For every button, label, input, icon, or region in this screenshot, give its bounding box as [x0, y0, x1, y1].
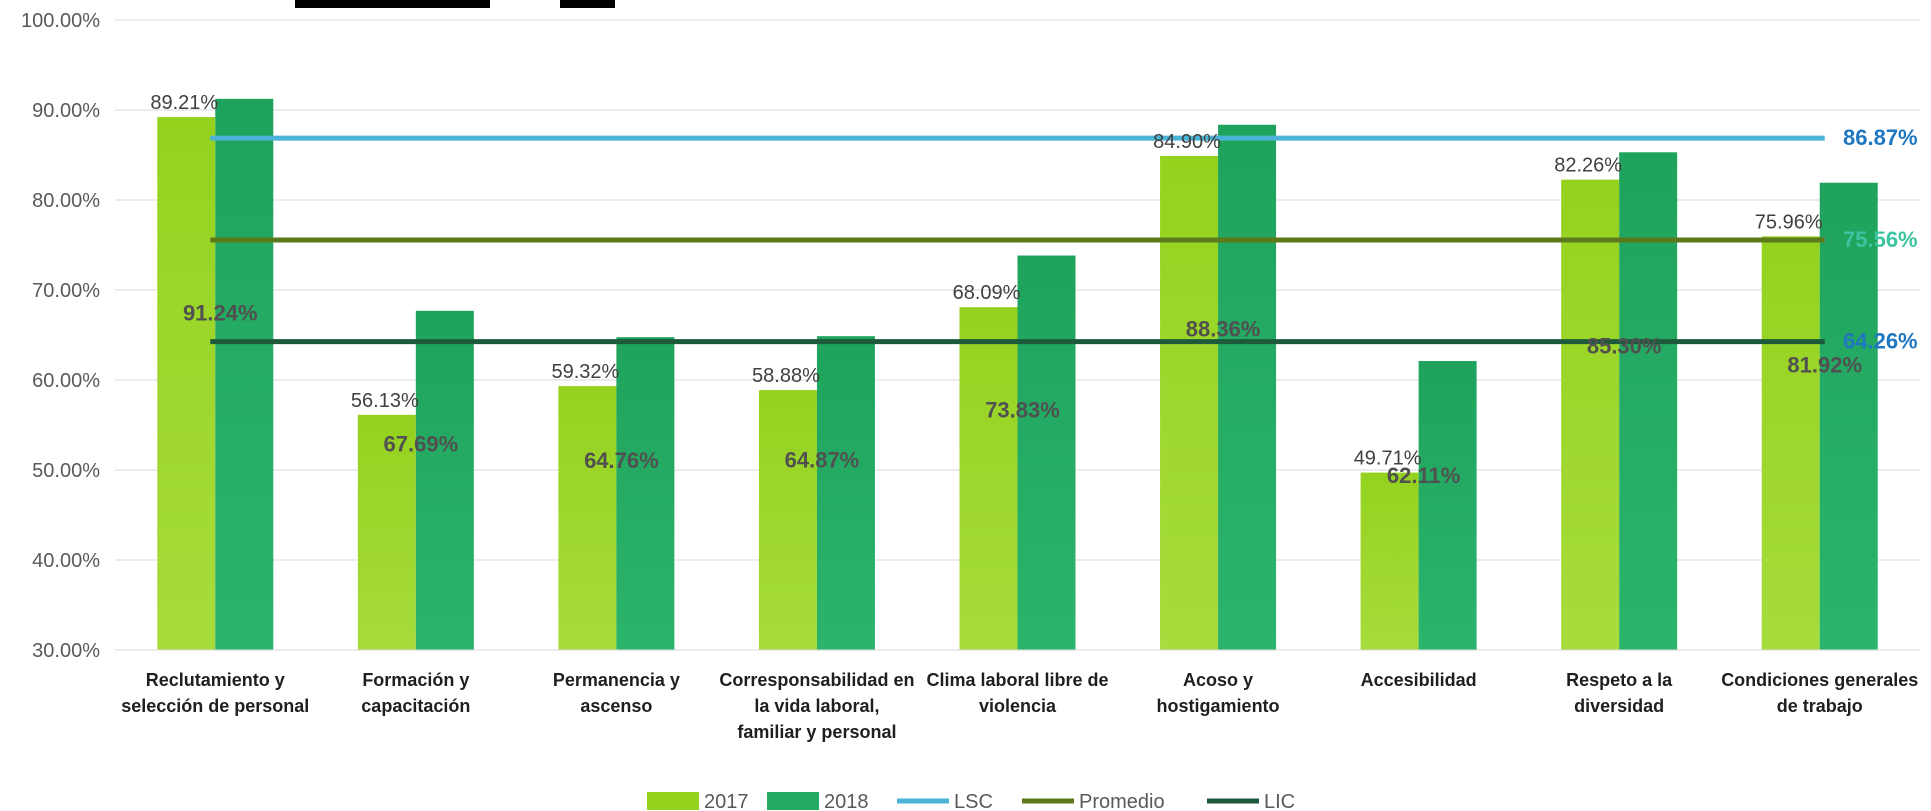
data-label-2017: 82.26%	[1554, 155, 1622, 177]
legend-swatch-2017	[647, 792, 699, 810]
bar-2017	[157, 117, 216, 651]
x-tick-label: Permanencia y	[553, 670, 680, 690]
x-tick-label: la vida laboral,	[754, 696, 879, 716]
y-tick-label: 90.00%	[32, 100, 100, 122]
data-label-2018: 91.24%	[183, 300, 258, 325]
bar-2017	[558, 386, 617, 650]
x-tick-label: hostigamiento	[1157, 696, 1280, 716]
bar-2017	[758, 390, 817, 650]
data-label-2017: 84.90%	[1153, 131, 1221, 153]
legend-label: Promedio	[1079, 791, 1165, 811]
data-label-2018: 81.92%	[1787, 352, 1862, 377]
y-tick-label: 100.00%	[21, 10, 100, 32]
legend-label: 2018	[824, 791, 869, 811]
bar-2018	[215, 98, 274, 651]
bar-2018	[816, 336, 875, 650]
bar-2017	[959, 307, 1018, 650]
x-tick-label: diversidad	[1574, 696, 1664, 716]
y-axis: 30.00% 40.00% 50.00% 60.00% 70.00% 80.00% 90.0…	[21, 10, 100, 662]
x-tick-label: Condiciones generales	[1721, 670, 1918, 690]
x-tick-label: Corresponsabilidad en	[719, 670, 914, 690]
reference-label-lsc: 86.87%	[1843, 125, 1918, 150]
reference-lines: 86.87% 75.56% 64.26%	[210, 125, 1918, 354]
title-fragment	[560, 0, 615, 8]
y-tick-label: 60.00%	[32, 370, 100, 392]
x-tick-label: Clima laboral libre de	[926, 670, 1108, 690]
legend-swatch-2018	[767, 792, 819, 810]
x-tick-label: violencia	[979, 696, 1057, 716]
y-tick-label: 30.00%	[32, 640, 100, 662]
x-tick-label: Formación y	[362, 670, 469, 690]
data-labels: 89.21% 91.24% 56.13% 67.69% 59.32% 64.76% 58.8…	[150, 92, 1862, 488]
y-tick-label: 80.00%	[32, 190, 100, 212]
y-tick-label: 40.00%	[32, 550, 100, 572]
bars	[157, 98, 1878, 651]
bar-2017	[1160, 155, 1219, 650]
bar-2017	[1360, 472, 1419, 650]
data-label-2017: 89.21%	[150, 92, 218, 114]
bar-2018	[1218, 124, 1277, 650]
legend-label: LSC	[954, 791, 993, 811]
data-label-2017: 58.88%	[752, 365, 820, 387]
data-label-2017: 75.96%	[1755, 211, 1823, 233]
x-tick-label: Acoso y	[1183, 670, 1253, 690]
x-tick-label: capacitación	[361, 696, 470, 716]
bar-2018	[616, 337, 675, 650]
bar-2018	[415, 310, 474, 650]
x-tick-label: selección de personal	[121, 696, 309, 716]
y-tick-label: 50.00%	[32, 460, 100, 482]
legend-label: LIC	[1264, 791, 1295, 811]
data-label-2018: 73.83%	[985, 397, 1060, 422]
bar-2018	[1017, 255, 1076, 650]
bar-2018	[1619, 152, 1678, 651]
x-tick-label: Respeto a la	[1566, 670, 1673, 690]
bar-2017	[1561, 179, 1620, 650]
data-label-2018: 67.69%	[384, 432, 459, 457]
data-label-2018: 64.76%	[584, 448, 659, 473]
title-fragment	[295, 0, 490, 8]
legend: 2017 2018 LSC Promedio LIC	[647, 791, 1295, 811]
x-tick-label: Accesibilidad	[1361, 670, 1477, 690]
x-tick-label: familiar y personal	[737, 722, 896, 742]
data-label-2018: 64.87%	[785, 447, 860, 472]
x-tick-label: Reclutamiento y	[146, 670, 285, 690]
data-label-2018: 88.36%	[1186, 316, 1261, 341]
data-label-2018: 85.30%	[1587, 333, 1662, 358]
legend-label: 2017	[704, 791, 749, 811]
x-tick-label: de trabajo	[1777, 696, 1863, 716]
bar-2017	[357, 414, 416, 650]
reference-label-promedio: 75.56%	[1843, 227, 1918, 252]
bar-2018	[1418, 361, 1477, 650]
bar-2017	[1761, 236, 1820, 651]
data-label-2017: 68.09%	[953, 282, 1021, 304]
y-tick-label: 70.00%	[32, 280, 100, 302]
data-label-2018: 62.11%	[1387, 463, 1460, 488]
data-label-2017: 59.32%	[551, 361, 619, 383]
data-label-2017: 49.71%	[1354, 448, 1422, 470]
x-tick-label: ascenso	[580, 696, 652, 716]
x-axis: Reclutamiento y selección de personal Form…	[115, 649, 1920, 742]
bar-2018	[1819, 182, 1878, 650]
data-label-2017: 56.13%	[351, 390, 419, 412]
reference-label-lic: 64.26%	[1843, 329, 1918, 354]
